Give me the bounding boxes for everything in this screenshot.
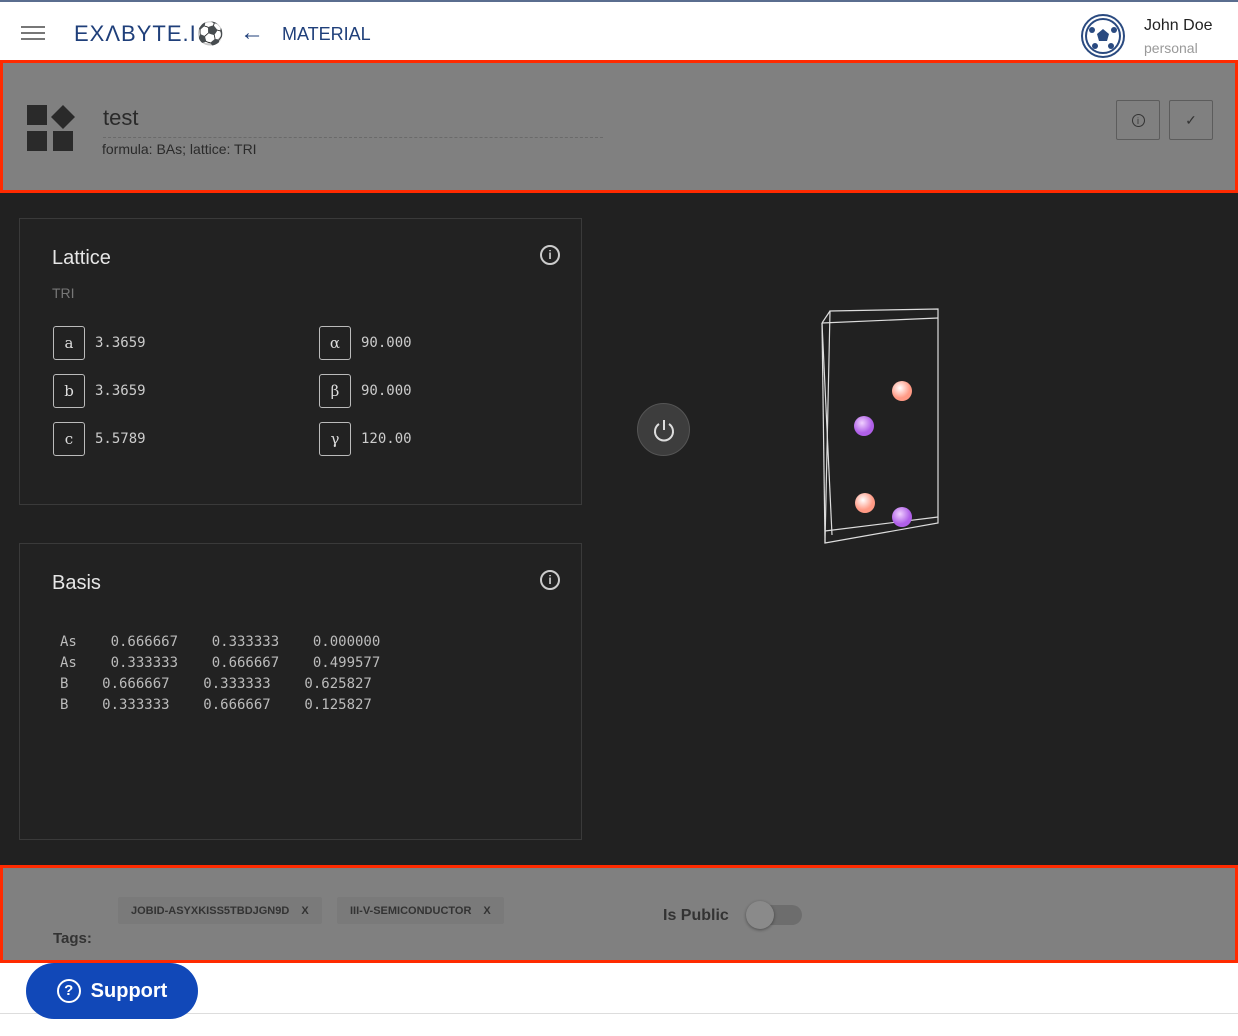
param-label: α (319, 326, 351, 360)
param-label: a (53, 326, 85, 360)
lattice-param-b[interactable]: b 3.3659 (53, 374, 146, 408)
material-footer: Tags: JOBID-ASYXKISS5TBDJGN9D X III-V-SEM… (0, 865, 1238, 963)
param-value[interactable]: 120.00 (361, 431, 412, 447)
help-icon: ? (56, 979, 81, 1003)
param-label: b (53, 374, 85, 408)
atom-as (854, 416, 874, 436)
tag-label: III-V-SEMICONDUCTOR (350, 904, 472, 917)
top-border (0, 0, 1238, 2)
lattice-param-alpha[interactable]: α 90.000 (319, 326, 412, 360)
is-public-label: Is Public (663, 907, 729, 924)
lattice-param-a[interactable]: a 3.3659 (53, 326, 146, 360)
logo[interactable]: EXΛBYTE.I⚽ (74, 21, 226, 46)
lattice-title: Lattice (52, 247, 111, 269)
param-value[interactable]: 90.000 (361, 335, 412, 351)
param-label: β (319, 374, 351, 408)
lattice-param-beta[interactable]: β 90.000 (319, 374, 412, 408)
tag-chip: III-V-SEMICONDUCTOR X (337, 897, 504, 924)
basis-title: Basis (52, 572, 101, 594)
support-label: Support (90, 979, 168, 1002)
basis-editor[interactable]: As 0.666667 0.333333 0.000000 As 0.33333… (60, 634, 381, 713)
param-value[interactable]: 3.3659 (95, 335, 146, 351)
tags-label: Tags: (53, 930, 92, 947)
tag-chip: JOBID-ASYXKISS5TBDJGN9D X (118, 897, 322, 924)
footer-divider (0, 1013, 1238, 1014)
breadcrumb[interactable]: MATERIAL (282, 24, 371, 44)
info-icon[interactable]: i (540, 245, 560, 265)
atom-as (892, 507, 912, 527)
confirm-button[interactable]: ✓ (1169, 100, 1213, 140)
support-button[interactable]: ? Support (26, 963, 198, 1019)
avatar[interactable] (1081, 14, 1125, 58)
structure-viewer[interactable] (810, 303, 950, 548)
material-icon (27, 105, 75, 151)
lattice-type: TRI (52, 285, 75, 301)
param-label: c (53, 422, 85, 456)
user-name[interactable]: John Doe (1144, 17, 1213, 34)
basis-card: Basis i As 0.666667 0.333333 0.000000 As… (19, 543, 582, 840)
tag-remove-button[interactable]: X (301, 904, 309, 917)
param-value[interactable]: 90.000 (361, 383, 412, 399)
material-header: test formula: BAs; lattice: TRI i ✓ (0, 60, 1238, 193)
menu-icon[interactable] (21, 26, 45, 40)
lattice-param-gamma[interactable]: γ 120.00 (319, 422, 412, 456)
atom-b (855, 493, 875, 513)
atom-b (892, 381, 912, 401)
arrow-left-icon[interactable]: ← (240, 19, 264, 46)
check-icon: ✓ (1185, 111, 1197, 128)
power-button[interactable] (637, 403, 690, 456)
param-value[interactable]: 5.5789 (95, 431, 146, 447)
material-name-input[interactable]: test (103, 105, 603, 138)
lattice-param-c[interactable]: c 5.5789 (53, 422, 146, 456)
material-formula: formula: BAs; lattice: TRI (102, 141, 257, 157)
info-icon[interactable]: i (540, 570, 560, 590)
power-icon (653, 419, 674, 441)
is-public-toggle[interactable] (746, 901, 802, 929)
tag-remove-button[interactable]: X (483, 904, 491, 917)
tag-label: JOBID-ASYXKISS5TBDJGN9D (131, 904, 290, 917)
info-button[interactable]: i (1116, 100, 1160, 140)
param-label: γ (319, 422, 351, 456)
param-value[interactable]: 3.3659 (95, 383, 146, 399)
user-account: personal (1144, 40, 1198, 56)
info-icon: i (1131, 113, 1145, 127)
app-header: EXΛBYTE.I⚽ ← MATERIAL John Doe personal (0, 2, 1238, 60)
